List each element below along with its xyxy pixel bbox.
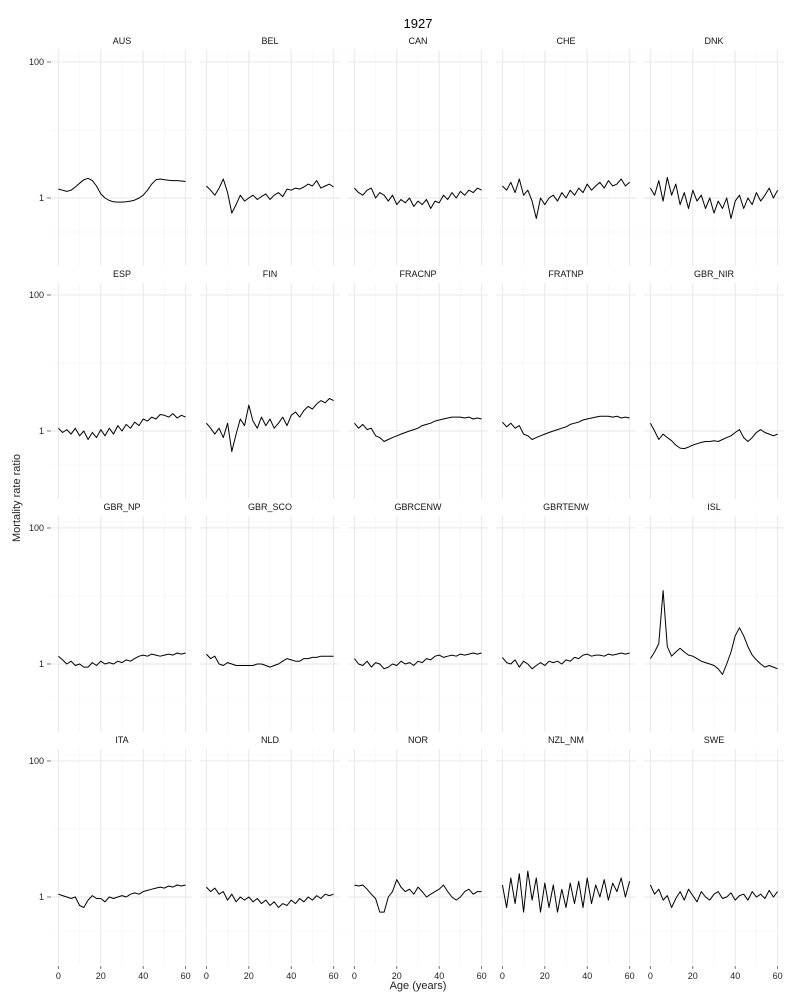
series-line-gbr_sco bbox=[206, 653, 334, 668]
x-tick-label: 20 bbox=[540, 971, 550, 981]
x-tick-label: 60 bbox=[329, 971, 339, 981]
x-tick-label: 20 bbox=[392, 971, 402, 981]
panel-can: CAN bbox=[348, 36, 488, 266]
x-tick-label: 20 bbox=[96, 971, 106, 981]
panel-strip-label: FRATNP bbox=[548, 269, 583, 279]
series-line-gbr_nir bbox=[649, 422, 778, 450]
panel-strip-label: DNK bbox=[704, 36, 723, 46]
panel-strip-label: SWE bbox=[704, 735, 725, 745]
panel-strip-label: GBRTENW bbox=[543, 502, 589, 512]
panel-dnk: DNK bbox=[644, 36, 784, 266]
x-tick-label: 20 bbox=[688, 971, 698, 981]
panel-isl: ISL bbox=[644, 502, 784, 732]
panel-strip-label: CHE bbox=[556, 36, 575, 46]
series-line-fin bbox=[206, 398, 334, 452]
series-line-bel bbox=[206, 178, 334, 214]
panel-bel: BEL bbox=[200, 36, 340, 266]
y-tick-label: 1 bbox=[39, 193, 44, 203]
panel-strip-label: ISL bbox=[707, 502, 721, 512]
x-tick-label: 60 bbox=[625, 971, 635, 981]
x-tick-label: 40 bbox=[730, 971, 740, 981]
panel-strip-label: FRACNP bbox=[399, 269, 436, 279]
panel-strip-label: FIN bbox=[263, 269, 278, 279]
panel-aus: AUS 1 100 bbox=[29, 36, 192, 266]
panel-strip-label: GBR_NIR bbox=[694, 269, 735, 279]
x-tick-label: 0 bbox=[648, 971, 653, 981]
series-line-aus bbox=[58, 177, 186, 203]
panel-strip-label: CAN bbox=[408, 36, 427, 46]
x-tick-label: 0 bbox=[352, 971, 357, 981]
series-line-can bbox=[354, 187, 482, 209]
x-tick-label: 60 bbox=[477, 971, 487, 981]
panel-gbrtenw: GBRTENW bbox=[496, 502, 636, 732]
panel-strip-label: GBR_SCO bbox=[248, 502, 292, 512]
y-tick-label: 100 bbox=[29, 290, 44, 300]
panel-strip-label: NLD bbox=[261, 735, 280, 745]
series-line-nld bbox=[206, 886, 334, 908]
series-line-nzl_nm bbox=[501, 870, 631, 913]
y-tick-label: 100 bbox=[29, 756, 44, 766]
panel-gbr_sco: GBR_SCO bbox=[200, 502, 340, 732]
series-line-isl bbox=[649, 590, 778, 675]
panel-strip-label: GBRCENW bbox=[395, 502, 443, 512]
chart-title: 1927 bbox=[404, 16, 433, 31]
series-line-fratnp bbox=[502, 415, 630, 440]
y-tick-label: 100 bbox=[29, 523, 44, 533]
x-tick-label: 0 bbox=[500, 971, 505, 981]
panel-fin: FIN bbox=[200, 269, 340, 499]
x-tick-label: 40 bbox=[138, 971, 148, 981]
panel-fracnp: FRACNP bbox=[348, 269, 488, 499]
y-tick-label: 1 bbox=[39, 892, 44, 902]
panel-strip-label: BEL bbox=[261, 36, 278, 46]
series-line-dnk bbox=[649, 177, 779, 219]
x-tick-label: 0 bbox=[56, 971, 61, 981]
panel-strip-label: GBR_NP bbox=[103, 502, 140, 512]
series-line-nor bbox=[354, 879, 482, 913]
y-tick-label: 1 bbox=[39, 659, 44, 669]
series-line-fracnp bbox=[354, 416, 482, 442]
panel-gbr_nir: GBR_NIR bbox=[644, 269, 784, 499]
y-tick-label: 100 bbox=[29, 57, 44, 67]
x-tick-label: 20 bbox=[244, 971, 254, 981]
panel-che: CHE bbox=[496, 36, 636, 266]
series-line-gbr_np bbox=[58, 652, 186, 668]
x-tick-label: 40 bbox=[582, 971, 592, 981]
panel-nzl_nm: NZL_NM 0 20 40 60 bbox=[496, 735, 636, 981]
panel-strip-label: ITA bbox=[115, 735, 128, 745]
series-line-ita bbox=[58, 884, 186, 908]
panel-strip-label: NZL_NM bbox=[548, 735, 584, 745]
y-tick-label: 1 bbox=[39, 426, 44, 436]
panel-esp: ESP 1 100 bbox=[29, 269, 192, 499]
panel-gbr_np: GBR_NP 1 100 bbox=[29, 502, 192, 732]
panel-nor: NOR 0 20 40 60 bbox=[348, 735, 488, 981]
panel-strip-label: ESP bbox=[113, 269, 131, 279]
series-line-che bbox=[502, 178, 630, 219]
series-line-gbrcenw bbox=[354, 652, 482, 670]
panel-swe: SWE 0 20 40 60 bbox=[644, 735, 784, 981]
panel-fratnp: FRATNP bbox=[496, 269, 636, 499]
panel-gbrcenw: GBRCENW bbox=[348, 502, 488, 732]
panel-nld: NLD 0 20 40 60 bbox=[200, 735, 340, 981]
x-tick-label: 0 bbox=[204, 971, 209, 981]
series-line-gbrtenw bbox=[502, 652, 630, 670]
x-tick-label: 60 bbox=[181, 971, 191, 981]
x-tick-label: 40 bbox=[286, 971, 296, 981]
panel-ita: ITA 1 100 0 20 40 60 bbox=[29, 735, 192, 981]
x-tick-label: 60 bbox=[773, 971, 783, 981]
panel-strip-label: AUS bbox=[113, 36, 132, 46]
series-line-esp bbox=[58, 413, 186, 440]
panel-strip-label: NOR bbox=[408, 735, 429, 745]
y-axis-label: Mortality rate ratio bbox=[11, 454, 23, 542]
x-tick-label: 40 bbox=[434, 971, 444, 981]
x-axis-label: Age (years) bbox=[390, 980, 447, 992]
series-line-swe bbox=[649, 884, 778, 908]
